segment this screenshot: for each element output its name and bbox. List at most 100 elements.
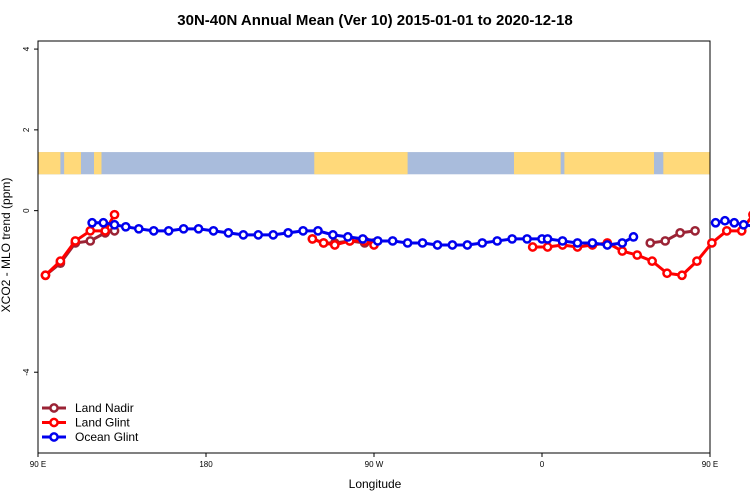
data-point — [628, 232, 639, 242]
legend-label: Land Nadir — [75, 401, 134, 415]
legend-marker — [49, 403, 59, 413]
data-point — [729, 217, 740, 228]
data-point — [710, 217, 721, 228]
map-land-north-america — [314, 152, 408, 175]
x-tick-label: 90 E — [702, 460, 718, 469]
data-point — [690, 225, 700, 236]
series-line — [532, 216, 750, 277]
x-tick-label: 180 — [199, 460, 213, 469]
data-point — [572, 238, 583, 248]
data-point — [178, 223, 189, 234]
data-point — [343, 232, 353, 242]
data-point — [602, 240, 613, 250]
data-point — [542, 234, 553, 244]
series-land-glint — [40, 209, 750, 281]
map-land-japan — [94, 152, 102, 175]
data-point — [387, 236, 398, 246]
data-point — [85, 236, 96, 246]
data-point — [283, 228, 293, 238]
legend-marker — [49, 417, 59, 428]
x-axis-label: Longitude — [349, 477, 402, 491]
data-point — [447, 240, 458, 250]
data-point — [238, 230, 249, 240]
data-point — [462, 240, 473, 250]
data-point — [223, 228, 234, 238]
data-point — [692, 256, 702, 266]
data-point — [402, 238, 413, 248]
data-point — [85, 225, 96, 236]
data-point — [40, 270, 51, 281]
legend-marker — [49, 432, 59, 442]
data-point — [193, 223, 204, 234]
data-point — [645, 238, 656, 248]
data-point — [587, 238, 598, 248]
data-point — [55, 256, 66, 266]
data-point — [329, 240, 340, 250]
data-point — [632, 250, 643, 260]
map-land-middle-east — [564, 152, 654, 175]
data-point — [313, 225, 323, 236]
data-point — [120, 221, 131, 232]
x-tick-label: 90 E — [30, 460, 46, 469]
data-point — [557, 236, 568, 246]
legend-label: Land Glint — [75, 416, 130, 430]
data-point — [617, 246, 628, 256]
data-point — [721, 225, 732, 236]
y-tick-label: 0 — [22, 208, 31, 213]
data-point — [133, 223, 144, 234]
y-tick-label: 2 — [22, 127, 31, 132]
data-point — [507, 234, 517, 244]
data-point — [662, 268, 672, 279]
data-point — [617, 238, 628, 248]
data-point — [675, 228, 685, 238]
data-point — [253, 230, 264, 240]
y-tick-label: 4 — [22, 46, 31, 51]
data-point — [660, 236, 671, 246]
series-land-nadir — [40, 225, 700, 281]
data-point — [527, 242, 538, 252]
series-layer — [40, 209, 750, 281]
y-axis-label: XCO2 - MLO trend (ppm) — [0, 178, 13, 313]
data-point — [268, 230, 279, 240]
data-point — [328, 230, 338, 240]
data-point — [70, 236, 81, 246]
data-point — [357, 234, 368, 244]
world-map-band — [38, 152, 710, 175]
data-point — [163, 225, 174, 236]
data-point — [148, 225, 159, 236]
data-point — [477, 238, 488, 248]
data-point — [677, 270, 687, 281]
x-axis: 90 E 180 90 W 0 90 E — [30, 453, 718, 469]
data-point — [100, 225, 111, 236]
data-point — [522, 234, 532, 244]
data-point — [87, 217, 97, 228]
series-line — [650, 229, 696, 245]
x-tick-label: 90 W — [365, 460, 384, 469]
legend-label: Ocean Glint — [75, 430, 139, 444]
data-point — [98, 217, 109, 228]
data-point — [647, 256, 657, 266]
data-point — [109, 219, 120, 230]
y-tick-label: -4 — [22, 368, 31, 376]
map-land-korea — [64, 152, 81, 175]
map-land-north-africa — [514, 152, 561, 175]
data-point — [208, 225, 219, 236]
data-point — [307, 234, 318, 244]
data-point — [417, 238, 428, 248]
y-axis: 4 2 0 -4 — [22, 46, 38, 376]
data-point — [707, 238, 717, 248]
data-point — [372, 236, 383, 246]
data-point — [432, 240, 443, 250]
series-ocean-glint — [87, 215, 750, 250]
data-point — [720, 215, 730, 226]
x-tick-label: 0 — [540, 460, 545, 469]
data-point — [109, 209, 120, 220]
data-point — [738, 219, 749, 230]
data-point — [492, 236, 503, 246]
map-land-asia — [38, 152, 61, 175]
data-point — [542, 242, 553, 252]
map-land-asia-east — [663, 152, 710, 175]
chart-title: 30N-40N Annual Mean (Ver 10) 2015-01-01 … — [177, 12, 572, 29]
